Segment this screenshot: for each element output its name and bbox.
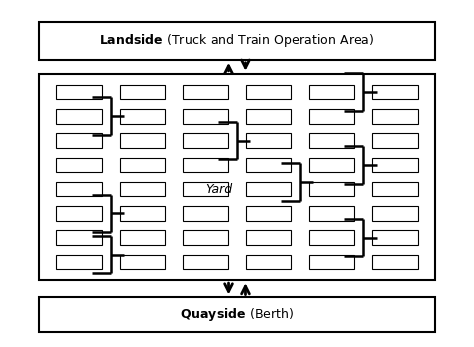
Bar — [119, 85, 165, 99]
Bar — [119, 158, 165, 172]
Bar — [56, 255, 102, 269]
Bar — [309, 158, 355, 172]
Bar — [182, 158, 228, 172]
Bar — [246, 133, 292, 148]
Bar — [309, 255, 355, 269]
Bar — [39, 297, 435, 332]
Bar — [56, 158, 102, 172]
Bar — [56, 206, 102, 221]
Bar — [56, 109, 102, 124]
Bar — [309, 230, 355, 245]
Bar — [119, 109, 165, 124]
Bar — [182, 109, 228, 124]
Bar — [372, 230, 418, 245]
Bar — [119, 206, 165, 221]
Bar — [182, 85, 228, 99]
Bar — [246, 255, 292, 269]
Bar — [309, 85, 355, 99]
Bar — [246, 182, 292, 196]
Bar — [309, 133, 355, 148]
Bar — [119, 230, 165, 245]
Bar — [182, 230, 228, 245]
Bar — [372, 255, 418, 269]
Bar — [246, 109, 292, 124]
Bar — [56, 182, 102, 196]
Bar — [309, 182, 355, 196]
Bar — [372, 133, 418, 148]
Bar — [182, 206, 228, 221]
Bar — [309, 206, 355, 221]
Bar — [372, 158, 418, 172]
Bar — [246, 230, 292, 245]
Bar — [372, 182, 418, 196]
Bar — [56, 85, 102, 99]
Bar — [246, 85, 292, 99]
Bar — [246, 158, 292, 172]
Bar — [309, 109, 355, 124]
Text: $\bf{Landside}$ (Truck and Train Operation Area): $\bf{Landside}$ (Truck and Train Operati… — [100, 33, 374, 50]
Text: Yard: Yard — [206, 183, 233, 196]
Bar — [39, 22, 435, 60]
Bar — [56, 230, 102, 245]
Bar — [182, 255, 228, 269]
Bar — [119, 255, 165, 269]
Text: $\bf{Quayside}$ (Berth): $\bf{Quayside}$ (Berth) — [180, 306, 294, 323]
Bar — [372, 109, 418, 124]
Bar — [372, 206, 418, 221]
Bar — [182, 133, 228, 148]
Bar — [119, 133, 165, 148]
Bar — [56, 133, 102, 148]
Bar — [182, 182, 228, 196]
Bar — [39, 74, 435, 280]
Bar — [372, 85, 418, 99]
Bar — [246, 206, 292, 221]
Bar — [119, 182, 165, 196]
